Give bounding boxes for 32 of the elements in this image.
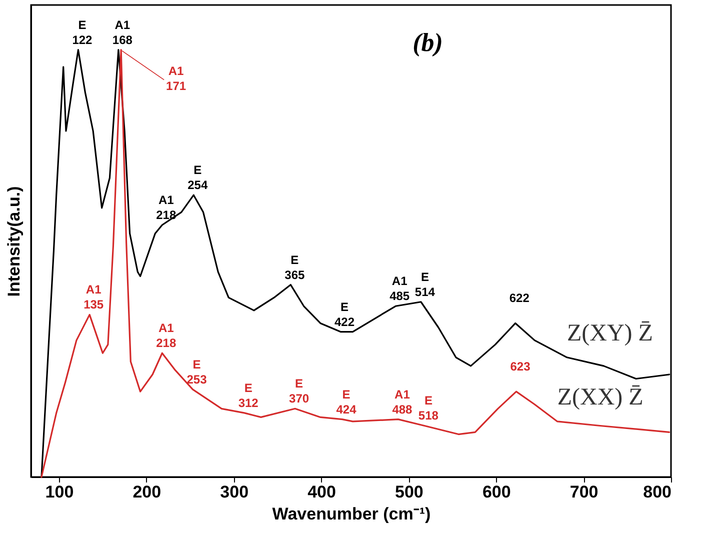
annotation: A1 485 xyxy=(390,274,410,304)
series-label: Z(XX) Z̄ xyxy=(557,384,644,410)
x-tick-label: 200 xyxy=(132,482,162,502)
annotation: E 424 xyxy=(336,387,357,416)
y-axis-title: Intensity(a.u.) xyxy=(4,186,24,297)
x-tick-label: 500 xyxy=(395,482,424,502)
annotation: A1 171 xyxy=(166,64,186,93)
annotation: E 312 xyxy=(238,380,259,410)
annotation: 623 xyxy=(510,360,531,374)
annotation: E 514 xyxy=(414,270,436,299)
series-label: Z(XY) Z̄ xyxy=(566,320,653,346)
x-tick-label: 400 xyxy=(308,482,336,502)
annotation: E 122 xyxy=(72,18,93,47)
annotation: A1 218 xyxy=(156,192,176,222)
x-tick-label: 800 xyxy=(643,482,672,502)
x-tick-label: 100 xyxy=(45,482,74,502)
annotation: E 254 xyxy=(188,163,208,192)
chart-title: (b) xyxy=(412,28,443,57)
annotation: E 422 xyxy=(334,300,355,329)
annotation: E 370 xyxy=(289,376,310,406)
annotation: E 253 xyxy=(186,357,208,386)
annotation: E 518 xyxy=(418,394,439,423)
annotation: A1 218 xyxy=(156,321,176,350)
x-tick-label: 600 xyxy=(482,482,511,502)
annotation: A1 168 xyxy=(112,18,133,47)
x-tick-label: 300 xyxy=(220,482,249,502)
annotation: E 365 xyxy=(284,252,306,282)
x-tick-label: 700 xyxy=(570,482,598,502)
annotation: 622 xyxy=(509,291,530,306)
x-axis-title: Wavenumber (cm⁻¹) xyxy=(272,504,431,524)
annotation: A1 135 xyxy=(84,282,104,312)
annotation: A1 488 xyxy=(392,387,413,416)
